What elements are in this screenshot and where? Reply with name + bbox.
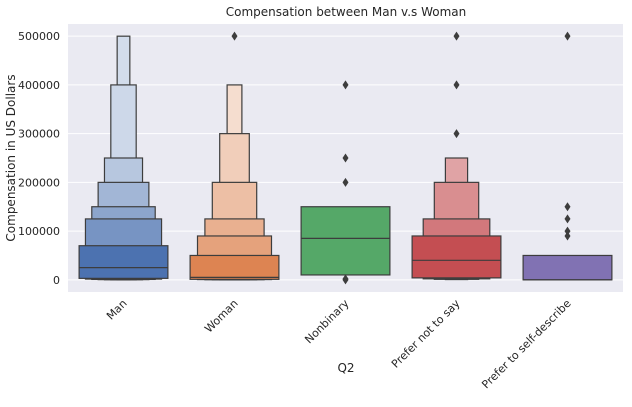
boxen-box — [300, 206, 391, 276]
x-tick-label: Prefer not to say — [389, 297, 463, 371]
outlier-point — [453, 80, 460, 90]
outlier-point — [564, 31, 571, 41]
category-group — [189, 31, 280, 281]
x-tick-label: Nonbinary — [302, 297, 352, 347]
y-axis-label: Compensation in US Dollars — [4, 74, 18, 241]
outlier-point — [342, 80, 349, 90]
chart-title: Compensation between Man v.s Woman — [226, 5, 466, 19]
outlier-point — [564, 202, 571, 212]
y-tick-label: 400000 — [18, 79, 60, 92]
boxen-box — [522, 254, 613, 281]
outlier-point — [564, 226, 571, 236]
category-group — [300, 80, 391, 285]
outlier-point — [453, 129, 460, 139]
y-tick-labels: 0 100000 200000 300000 400000 500000 — [18, 30, 60, 287]
x-tick-label: Woman — [202, 297, 240, 335]
y-tick-label: 100000 — [18, 225, 60, 238]
category-group — [522, 31, 613, 281]
y-tick-label: 500000 — [18, 30, 60, 43]
boxes-layer — [78, 31, 613, 285]
outlier-point — [453, 31, 460, 41]
outlier-point — [564, 231, 571, 241]
outlier-point — [342, 177, 349, 187]
outlier-point — [342, 274, 349, 284]
category-group — [411, 31, 502, 281]
boxen-box — [411, 235, 502, 279]
y-tick-label: 300000 — [18, 128, 60, 141]
x-axis-label: Q2 — [337, 361, 354, 375]
x-tick-label: Man — [104, 297, 130, 323]
boxen-box — [189, 254, 280, 280]
boxen-box — [78, 245, 169, 279]
x-tick-labels: Man Woman Nonbinary Prefer not to say Prefer… — [104, 297, 574, 392]
outlier-point — [564, 214, 571, 224]
outlier-point — [231, 31, 238, 41]
x-tick-label: Prefer to self-describe — [479, 297, 573, 391]
category-group — [78, 35, 169, 281]
y-tick-label: 0 — [53, 274, 60, 287]
outlier-point — [342, 153, 349, 163]
y-tick-label: 200000 — [18, 176, 60, 189]
